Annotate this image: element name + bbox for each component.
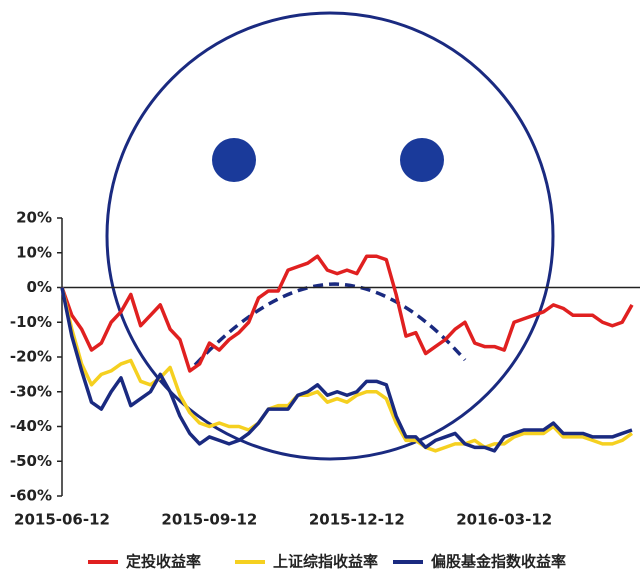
y-tick-label: -30% xyxy=(10,382,52,400)
smiley-face xyxy=(105,11,555,461)
y-tick-label: -60% xyxy=(10,487,52,505)
y-tick-label: -50% xyxy=(10,452,52,470)
frown xyxy=(193,282,467,367)
y-tick-label: 10% xyxy=(16,243,52,261)
series-line xyxy=(60,287,633,453)
y-tick-label: -40% xyxy=(10,417,52,435)
left-eye xyxy=(212,138,256,182)
series-line xyxy=(60,254,634,373)
y-tick-label: 20% xyxy=(16,209,52,227)
face-circle xyxy=(105,11,555,461)
x-tick-label: 2015-09-12 xyxy=(161,511,257,529)
legend-label: 上证综指收益率 xyxy=(273,553,378,571)
x-tick-label: 2016-03-12 xyxy=(456,511,552,529)
x-tick-label: 2015-06-12 xyxy=(14,511,110,529)
y-tick-label: -20% xyxy=(10,348,52,366)
right-eye xyxy=(400,138,444,182)
legend-label: 偏股基金指数收益率 xyxy=(431,553,566,571)
y-tick-label: -10% xyxy=(10,313,52,331)
legend-label: 定投收益率 xyxy=(126,553,201,571)
x-tick-label: 2015-12-12 xyxy=(309,511,405,529)
y-tick-label: 0% xyxy=(27,278,52,296)
